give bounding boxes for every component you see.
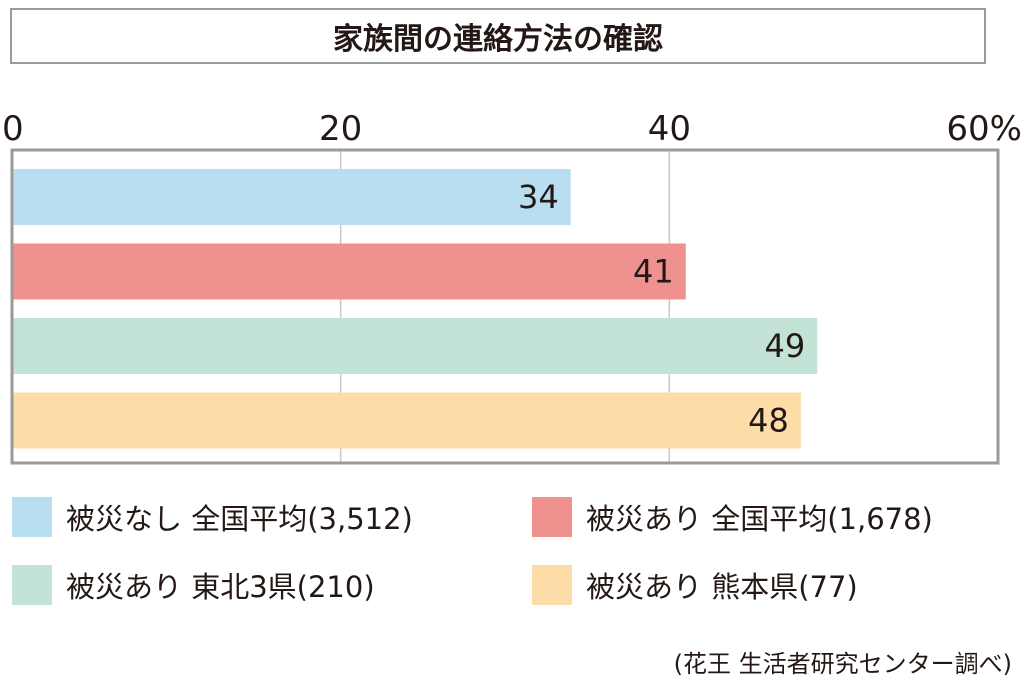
data-label: 34	[518, 178, 559, 216]
data-label: 41	[633, 253, 674, 291]
tick-label: 60%	[946, 109, 1022, 149]
legend-swatch	[12, 497, 52, 537]
legend-label: 被災あり 全国平均(1,678)	[586, 502, 933, 536]
tick-label: 20	[319, 109, 362, 149]
legend-label: 被災なし 全国平均(3,512)	[66, 502, 413, 536]
tick-label: 40	[648, 109, 691, 149]
bar	[13, 318, 818, 374]
legend-item-no-disaster-national: 被災なし 全国平均(3,512)	[12, 496, 413, 538]
plot-frame	[10, 148, 1000, 465]
chart-title: 家族間の連絡方法の確認	[10, 8, 986, 64]
legend-label: 被災あり 熊本県(77)	[586, 570, 858, 604]
bar	[13, 243, 686, 300]
bar	[13, 169, 571, 225]
legend-item-disaster-tohoku: 被災あり 東北3県(210)	[12, 564, 375, 606]
data-label: 48	[748, 402, 789, 440]
source-note: (花王 生活者研究センター調べ)	[673, 650, 1012, 678]
legend-swatch	[532, 565, 572, 605]
legend-label: 被災あり 東北3県(210)	[66, 570, 375, 604]
legend-item-disaster-national: 被災あり 全国平均(1,678)	[532, 496, 933, 538]
data-label: 49	[765, 327, 806, 365]
legend-swatch	[532, 497, 572, 537]
legend-item-disaster-kumamoto: 被災あり 熊本県(77)	[532, 564, 858, 606]
bar	[13, 392, 801, 449]
legend-swatch	[12, 565, 52, 605]
tick-label: 0	[2, 109, 24, 149]
